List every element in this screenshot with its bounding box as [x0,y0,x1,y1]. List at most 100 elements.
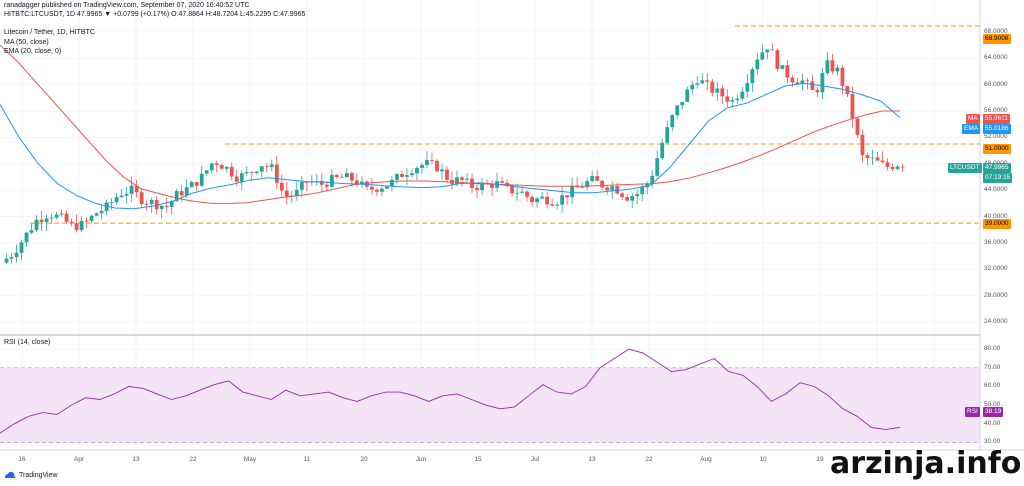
candle-body [69,221,74,224]
candle-body [650,175,655,184]
candle-body [500,181,504,183]
time-tick: Aug [700,456,712,463]
ohlc-line: HITBTC:LTCUSDT, 1D 47.9965 ▼ +0.0799 (+0… [4,11,306,18]
candle-body [855,118,860,135]
candle-body [720,88,725,97]
time-tick: 22 [645,456,653,463]
candle-body [294,189,299,196]
rsi-band [0,367,980,443]
time-tick: Jul [530,456,540,463]
time-tick: 14 [930,456,938,463]
rsi-polyline [0,348,901,434]
candle-body [169,201,174,207]
time-tick: 15 [474,456,482,463]
candle-body [590,176,595,182]
candle-body [520,191,524,193]
candle-body [640,187,645,195]
candle-body [800,80,805,85]
time-tick: 13 [132,456,140,463]
candle-body [440,169,444,172]
candle-body [420,164,424,168]
candle-body [109,202,114,204]
candle-body [214,163,219,166]
candle-body [334,175,339,177]
tradingview-logo[interactable]: TradingView [4,471,58,479]
candle-body [795,82,800,85]
candle-body [775,50,780,69]
candle-body [224,166,229,169]
rsi-tick: 50.00 [984,401,1001,409]
rsi-badge-label: RSI [965,407,980,417]
candle-body [835,67,840,72]
price-tick: 24.0000 [984,318,1008,326]
candle-body [129,185,134,194]
candle-body [344,173,349,178]
chart-title: Litecoin / Tether, 1D, HITBTC [4,29,95,36]
rsi-tick: 40.00 [984,419,1001,427]
price-tick: 52.0000 [984,133,1008,141]
candle-body [124,193,129,196]
candle-body [475,188,479,191]
ema-legend[interactable]: EMA (20, close, 0) [4,48,62,55]
candle-body [710,81,715,93]
time-tick: May [243,456,257,463]
price-badge: 47.9965 [983,163,1011,173]
candle-body [530,196,534,203]
candle-body [19,242,24,253]
candle-body [349,173,354,181]
candle-body [480,182,484,191]
ema-badge-value: 55.0186 [983,124,1011,134]
ma-legend[interactable]: MA (50, close) [4,39,49,46]
candle-body [14,252,19,258]
candle-body [284,190,289,197]
candle-body [199,173,204,186]
candle-body [830,60,835,72]
price-tick: 40.0000 [984,212,1008,220]
candle-body [395,174,399,180]
candle-body [735,98,740,101]
candle-body [900,166,905,168]
candle-body [845,86,850,95]
ma50-line [0,44,900,204]
candle-body [840,67,845,87]
price-tick: 64.0000 [984,54,1008,62]
candle-body [585,181,590,188]
candle-body [64,213,69,222]
candle-body [400,174,404,177]
candle-body [715,88,720,93]
candlesticks [4,43,905,264]
candle-body [545,196,550,205]
candle-body [805,80,810,82]
candle-body [465,178,469,180]
moving-averages [0,44,901,210]
candle-body [825,60,830,74]
candle-body [445,169,449,180]
candle-body [279,182,284,191]
rsi-tick: 60.00 [984,382,1001,390]
price-tick: 28.0000 [984,291,1008,299]
candle-body [174,191,179,202]
candle-body [600,180,605,188]
candle-body [54,214,59,218]
candle-body [249,172,254,173]
candle-body [114,197,119,203]
candle-body [385,186,389,189]
rsi-legend[interactable]: RSI (14, close) [4,339,51,346]
candle-body [134,185,139,193]
rsi-tick: 70.00 [984,363,1001,371]
candle-body [269,164,274,168]
tradingview-logo-text: TradingView [19,471,58,479]
candle-body [670,115,675,128]
candle-body [780,65,785,69]
candle-body [380,188,384,192]
candle-body [390,179,394,187]
candle-body [29,230,34,233]
candle-body [74,223,79,231]
candle-body [630,196,635,201]
rsi-tick: 30.00 [984,438,1001,446]
candle-body [555,204,560,206]
candle-body [655,158,660,176]
candle-body [164,205,169,207]
candle-body [860,134,865,156]
